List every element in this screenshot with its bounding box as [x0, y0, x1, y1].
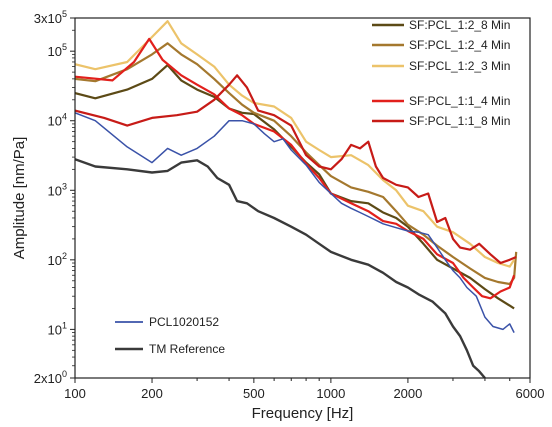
- plot-lines: [75, 20, 518, 378]
- legend-label-7: TM Reference: [149, 342, 225, 356]
- legend: SF:PCL_1:2_8 Min SF:PCL_1:2_4 Min SF:PCL_1…: [115, 18, 510, 356]
- legend-label-6: PCL1020152: [149, 315, 219, 329]
- legend-label-5: SF:PCL_1:1_8 Min: [409, 114, 510, 128]
- legend-label-1: SF:PCL_1:2_8 Min: [409, 18, 510, 32]
- x-tick-label-1: 100: [64, 386, 86, 401]
- series-line-6: [75, 112, 515, 333]
- x-axis-label: Frequency [Hz]: [252, 405, 354, 422]
- y-axis-label: Amplitude [nm/Pa]: [11, 137, 28, 260]
- y-tick-label-7: 3x105: [34, 9, 67, 26]
- series-line-5: [75, 74, 517, 265]
- series-line-2: [75, 42, 518, 286]
- legend-label-4: SF:PCL_1:1_4 Min: [409, 94, 510, 108]
- plot-frame: [74, 17, 531, 379]
- x-tick-label-6: 6000: [516, 386, 545, 401]
- y-tick-label-1: 2x100: [34, 369, 67, 386]
- series-line-3: [75, 20, 516, 268]
- x-tick-label-3: 500: [243, 386, 265, 401]
- legend-label-3: SF:PCL_1:2_3 Min: [409, 59, 510, 73]
- x-tick-label-4: 1000: [316, 386, 345, 401]
- x-axis: 100 200 500 1000 2000 6000: [64, 378, 544, 401]
- legend-label-2: SF:PCL_1:2_4 Min: [409, 38, 510, 52]
- x-tick-label-2: 200: [141, 386, 163, 401]
- series-line-7: [75, 158, 486, 378]
- x-tick-label-5: 2000: [393, 386, 422, 401]
